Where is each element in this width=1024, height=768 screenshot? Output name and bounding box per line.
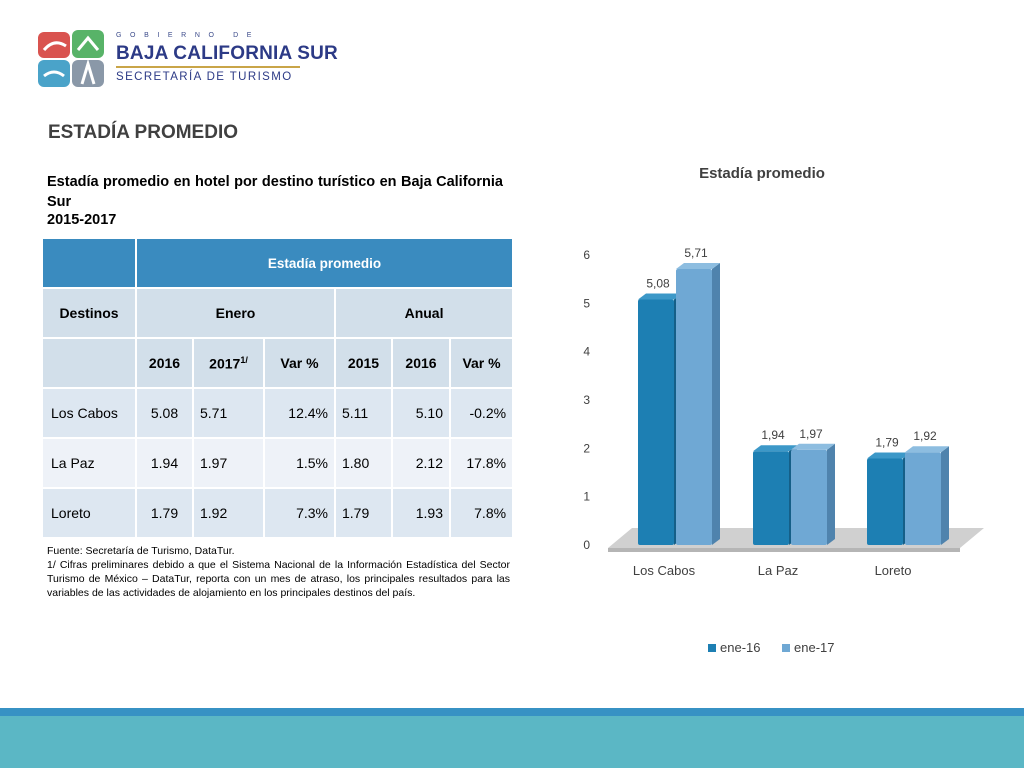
table-row: La Paz 1.94 1.97 1.5% 1.80 2.12 17.8% [41, 437, 515, 489]
cell-value: 1.80 [334, 437, 393, 489]
cell-value: 7.8% [448, 487, 515, 539]
y-tick-label: 3 [583, 393, 590, 407]
ministry-name: SECRETARÍA DE TURISMO [116, 71, 293, 83]
col-destinos: Destinos [41, 287, 137, 339]
bar-side [827, 443, 835, 545]
col-anual: Anual [333, 287, 515, 339]
cell-value: 7.3% [263, 487, 336, 539]
floor-edge [608, 548, 960, 552]
cell-value: 17.8% [448, 437, 515, 489]
table-row: Loreto 1.79 1.92 7.3% 1.79 1.93 7.8% [41, 487, 515, 539]
y-tick-label: 5 [583, 296, 590, 310]
cell-destino: Loreto [41, 487, 137, 539]
y-axis: 0 1 2 3 4 5 6 [583, 248, 590, 552]
state-emblem-icon [38, 30, 104, 87]
cell-value: 2.12 [391, 437, 451, 489]
cell-value: 5.71 [192, 387, 265, 439]
gov-line: GOBIERNO DE [116, 32, 260, 39]
subcol-2016-annual: 2016 [391, 337, 451, 389]
cell-value: 5.10 [391, 387, 451, 439]
cell-value: 1.79 [135, 487, 194, 539]
chart-title: Estadía promedio [699, 165, 825, 182]
legend-swatch [708, 644, 716, 652]
stay-table: Estadía promedio Destinos Enero Anual 20… [41, 237, 515, 539]
bar-group: 5,08 5,71 1,94 1,97 1,79 1,92 [638, 246, 949, 545]
bar-top [676, 263, 720, 270]
chart-legend: ene-16 ene-17 [708, 640, 834, 655]
x-axis: Los Cabos La Paz Loreto [633, 563, 912, 578]
y-tick-label: 6 [583, 248, 590, 262]
data-label: 1,94 [761, 428, 785, 442]
cell-value: 1.79 [334, 487, 393, 539]
bar [753, 451, 789, 545]
page-title: ESTADÍA PROMEDIO [48, 122, 239, 143]
x-tick-label: Los Cabos [633, 563, 696, 578]
y-tick-label: 1 [583, 490, 590, 504]
data-label: 5,08 [646, 276, 670, 290]
bar-top [867, 452, 911, 459]
subheader-blank [41, 337, 137, 389]
table-subtitle: Estadía promedio en hotel por destino tu… [47, 174, 503, 210]
cell-value: 5.08 [135, 387, 194, 439]
legend-label: ene-17 [794, 640, 834, 655]
data-label: 5,71 [684, 246, 708, 260]
subcol-2017-label: 2017 [209, 355, 241, 372]
bar-side [941, 446, 949, 545]
footnote-mark: 1/ [240, 354, 248, 365]
cell-value: 1.94 [135, 437, 194, 489]
y-tick-label: 2 [583, 441, 590, 455]
bar-top [791, 443, 835, 450]
table-notes: Fuente: Secretaría de Turismo, DataTur. … [47, 544, 510, 600]
bar-side [712, 263, 720, 545]
bar [638, 299, 674, 545]
table-corner [41, 237, 137, 289]
cell-destino: La Paz [41, 437, 137, 489]
subcol-2015: 2015 [334, 337, 393, 389]
cell-value: 5.11 [334, 387, 393, 439]
group-header: Estadía promedio [134, 237, 515, 289]
data-label: 1,92 [913, 429, 937, 443]
legend-swatch [782, 644, 790, 652]
cell-value: 1.5% [263, 437, 336, 489]
bar [867, 458, 903, 545]
source-note: Fuente: Secretaría de Turismo, DataTur. [47, 545, 235, 557]
footer-band-top [0, 708, 1024, 716]
cell-destino: Los Cabos [41, 387, 137, 439]
data-label: 1,97 [799, 427, 823, 441]
subcol-var: Var % [263, 337, 336, 389]
footer-band [0, 716, 1024, 768]
bar [791, 449, 827, 545]
subcol-var-annual: Var % [448, 337, 515, 389]
y-tick-label: 0 [583, 538, 590, 552]
subcol-2016: 2016 [135, 337, 194, 389]
legend-label: ene-16 [720, 640, 760, 655]
logo: GOBIERNO DE BAJA CALIFORNIA SUR SECRETAR… [38, 30, 338, 90]
footnote: 1/ Cifras preliminares debido a que el S… [47, 559, 510, 599]
x-tick-label: Loreto [875, 563, 912, 578]
cell-value: 1.92 [192, 487, 265, 539]
x-tick-label: La Paz [758, 563, 798, 578]
cell-value: 1.97 [192, 437, 265, 489]
bar-top [753, 445, 797, 452]
cell-value: 1.93 [391, 487, 451, 539]
bar [905, 452, 941, 545]
table-row: Los Cabos 5.08 5.71 12.4% 5.11 5.10 -0.2… [41, 387, 515, 439]
logo-divider [116, 66, 300, 68]
cell-value: 12.4% [263, 387, 336, 439]
state-name: BAJA CALIFORNIA SUR [116, 43, 338, 64]
bar-top [905, 446, 949, 453]
bar [676, 269, 712, 545]
data-label: 1,79 [875, 435, 899, 449]
chart-canvas: Estadía promedio 0 1 2 3 4 5 6 5,08 5,71 1,94 1,9… [583, 165, 984, 655]
stay-chart: Estadía promedio 0 1 2 3 4 5 6 5,08 5,71 1,94 1,9… [560, 160, 990, 660]
cell-value: -0.2% [448, 387, 515, 439]
col-enero: Enero [135, 287, 336, 339]
y-tick-label: 4 [583, 345, 590, 359]
bar-top [638, 293, 682, 300]
subcol-2017: 20171/ [192, 337, 265, 389]
table-years: 2015-2017 [47, 212, 117, 228]
